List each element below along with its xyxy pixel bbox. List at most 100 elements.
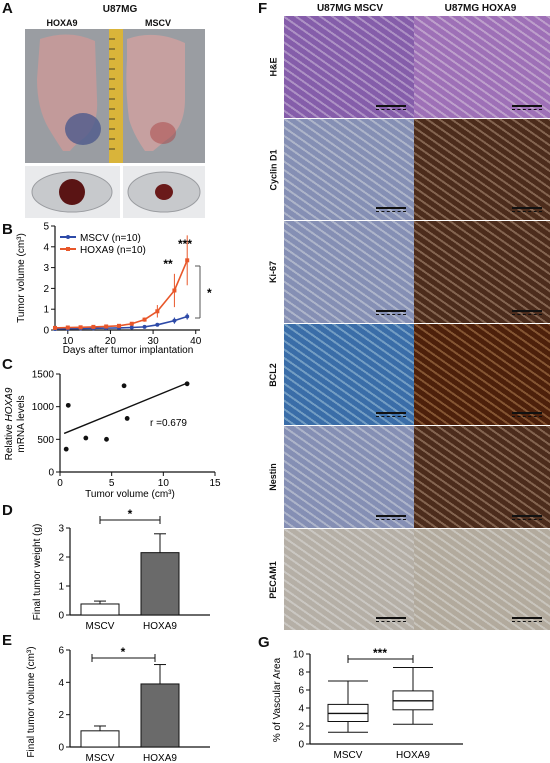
panel-d-y-tick-label: 3 <box>58 524 64 535</box>
panel-f-histology-image <box>284 221 414 323</box>
panel-f-row-label-text: Nestin <box>268 463 279 492</box>
panel-b-x-ticks: 10 20 30 40 <box>62 330 202 347</box>
panel-f-scale-bar <box>376 207 406 212</box>
panel-d-category-label: HOXA9 <box>143 621 177 632</box>
panel-b-series <box>53 235 190 331</box>
panel-b-annotation-star: * <box>207 286 212 300</box>
panel-b-y-label: Tumor volume (cm³) <box>16 233 27 323</box>
panel-d-y-tick-label: 0 <box>58 611 64 622</box>
panel-c-point <box>65 402 71 408</box>
panel-b-chart: 0 1 2 3 4 5 10 20 30 40 Days after tumor implant… <box>16 222 212 357</box>
panel-b-x-tick-label: 10 <box>62 336 74 347</box>
panel-e-y-label: Final tumor volume (cm³) <box>26 646 37 757</box>
panel-g-chart: 0 2 4 6 8 10 MSCV HOXA9 *** % of Vascular Area <box>272 646 463 761</box>
panel-c-y-label-gene: HOXA9 <box>4 387 15 421</box>
panel-b-y-tick-label: 3 <box>43 263 49 274</box>
mouse-illustration <box>25 29 205 163</box>
panel-d-bar-hoxa9 <box>140 552 180 616</box>
svg-text:Relative HOXA9: Relative HOXA9 <box>4 387 15 460</box>
panel-a-mouse-photo <box>25 29 205 163</box>
panel-g-y-tick-label: 6 <box>298 686 304 697</box>
panel-b-point-hoxa9 <box>91 324 96 329</box>
panel-f-row-label-text: PECAM1 <box>268 560 279 599</box>
panel-g-y-tick-label: 2 <box>298 722 304 733</box>
panel-f-row-label: Cyclin D1 <box>265 119 281 222</box>
panel-d-bar-mscv <box>80 603 120 616</box>
panel-g-y-tick-label: 4 <box>298 704 304 715</box>
panel-c-y-tick-label: 500 <box>37 435 54 446</box>
panel-e-category-label: HOXA9 <box>143 753 177 763</box>
panel-a-tumor-hoxa9-photo <box>25 166 120 218</box>
panel-b-point-hoxa9 <box>185 258 190 263</box>
panel-c-point <box>121 383 127 389</box>
panel-c-x-ticks: 0 5 10 15 <box>57 472 221 489</box>
panel-b-point-mscv <box>172 318 177 323</box>
panel-f-row-label-text: Ki-67 <box>268 261 279 284</box>
panel-d-y-tick-label: 1 <box>58 582 64 593</box>
panel-f-col-label-mscv: U87MG MSCV <box>316 3 384 14</box>
panel-b-y-tick-label: 0 <box>43 326 49 337</box>
panel-b-point-mscv <box>185 314 190 319</box>
panel-d-bars: MSCV HOXA9 <box>80 533 180 632</box>
panel-a-label-mscv: MSCV <box>144 18 171 28</box>
panel-b-annotation-triple-star: *** <box>178 237 192 251</box>
panel-f-scale-bar <box>512 104 542 110</box>
panel-b-y-tick-label: 2 <box>43 284 49 295</box>
panel-f-scale-bar <box>376 514 406 520</box>
panel-c-y-label-relative: Relative <box>4 424 15 461</box>
panel-f-histology-image <box>414 426 550 528</box>
panel-c-point <box>184 381 190 387</box>
panel-letter-b: B <box>2 221 13 238</box>
panel-b-point-mscv <box>142 324 147 329</box>
panel-c-x-tick-label: 0 <box>57 478 63 489</box>
panel-e-annotation: * <box>121 645 126 659</box>
panel-c-x-tick-label: 5 <box>109 478 115 489</box>
panel-c-y-ticks: 0 500 1000 1500 <box>32 370 60 479</box>
panel-b-point-hoxa9 <box>65 325 70 330</box>
panel-d-y-tick-label: 2 <box>58 553 64 564</box>
panel-f-row-label-text: H&E <box>268 57 279 77</box>
panel-f-scale-bar <box>376 104 406 110</box>
panel-b-point-hoxa9 <box>155 309 160 314</box>
panel-g-y-tick-label: 0 <box>298 740 304 751</box>
panel-c-point <box>104 436 109 442</box>
legend-label-mscv: MSCV (n=10) <box>80 233 141 244</box>
panel-f-histology-image <box>284 16 414 118</box>
panel-f-histology-image <box>414 323 550 425</box>
panel-c-chart: 0 500 1000 1500 0 5 10 15 r =0.679 Tumor volum… <box>4 370 221 501</box>
panel-c-point <box>63 446 69 452</box>
panel-f-histology-image <box>414 221 550 323</box>
panel-letter-e: E <box>2 632 13 649</box>
panel-c-point <box>124 416 130 421</box>
panel-c-r-annotation: r =0.679 <box>150 418 187 429</box>
legend-marker-mscv <box>66 235 70 239</box>
panel-f-row-label: H&E <box>265 16 281 119</box>
panel-b-y-tick-label: 4 <box>43 242 49 253</box>
panel-e-y-tick-label: 4 <box>58 678 64 689</box>
panel-f-row-label-text: BCL2 <box>268 362 279 387</box>
panel-e-bars: MSCV HOXA9 <box>80 664 180 763</box>
panel-b-x-tick-label: 30 <box>148 336 160 347</box>
panel-d-significance-bracket <box>99 516 161 524</box>
panel-letter-d: D <box>2 502 13 519</box>
panel-g-significance-bracket <box>347 655 414 663</box>
panel-f-scale-bar <box>512 514 542 520</box>
panel-c-y-tick-label: 0 <box>48 468 54 479</box>
panel-c-y-label: Relative HOXA9 mRNA levels <box>4 387 27 460</box>
panel-letter-c: C <box>2 356 13 373</box>
panel-g-category-label: HOXA9 <box>396 750 430 761</box>
panel-b-x-tick-label: 20 <box>105 336 117 347</box>
panel-b-y-ticks: 0 1 2 3 4 5 <box>43 222 55 337</box>
panel-f-histology-image <box>414 16 550 118</box>
panel-c-fit-line <box>63 382 188 435</box>
panel-e-y-tick-label: 6 <box>58 646 64 657</box>
panel-f-scale-bar <box>512 207 542 212</box>
panel-b-axes <box>54 226 200 331</box>
panel-b-legend: MSCV (n=10) HOXA9 (n=10) <box>60 233 146 256</box>
panel-c-x-tick-label: 10 <box>158 478 170 489</box>
panel-c-y-tick-label: 1500 <box>32 370 55 381</box>
panel-e-significance-bracket <box>91 654 156 662</box>
legend-marker-hoxa9 <box>66 247 70 251</box>
panel-d-category-label: MSCV <box>86 621 115 632</box>
panel-b-x-label: Days after tumor implantation <box>63 345 194 356</box>
